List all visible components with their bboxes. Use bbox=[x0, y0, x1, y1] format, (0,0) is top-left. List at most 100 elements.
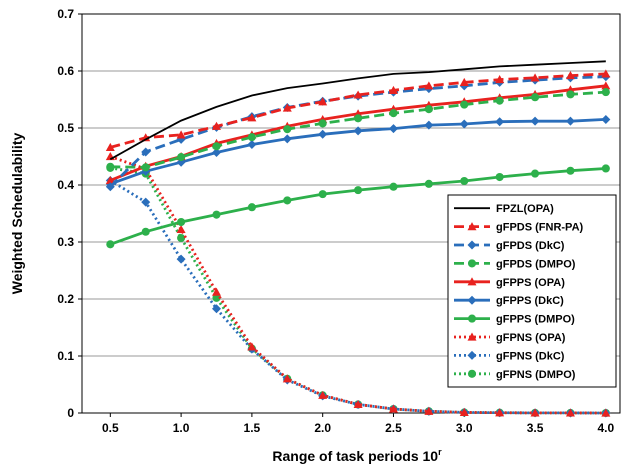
y-tick-label: 0.7 bbox=[57, 7, 74, 21]
data-point bbox=[283, 125, 292, 134]
legend-marker bbox=[467, 332, 477, 341]
data-point bbox=[459, 119, 469, 129]
legend-item: gFPNS (DMPO) bbox=[454, 369, 576, 381]
data-point bbox=[282, 134, 292, 144]
series-line bbox=[110, 90, 606, 169]
data-point bbox=[460, 176, 469, 186]
legend-marker bbox=[467, 350, 477, 360]
legend-marker bbox=[467, 259, 477, 268]
legend-label: gFPPS (DMPO) bbox=[496, 314, 575, 326]
legend-label: gFPDS (DMPO) bbox=[496, 258, 576, 270]
series-line bbox=[109, 60, 606, 161]
x-axis-ticks: 0.5 1.0 1.5 2.0 2.5 3.0 3.5 4.0 bbox=[102, 413, 615, 435]
data-point bbox=[282, 374, 292, 383]
legend-label: gFPDS (DkC) bbox=[496, 240, 565, 252]
data-point bbox=[601, 164, 610, 173]
data-point bbox=[283, 196, 292, 205]
data-point bbox=[212, 287, 221, 296]
data-point bbox=[459, 77, 469, 86]
series-line bbox=[109, 72, 606, 149]
data-point bbox=[176, 224, 186, 234]
data-point bbox=[495, 172, 504, 182]
x-tick-label: 3.5 bbox=[527, 421, 544, 435]
data-point bbox=[141, 133, 151, 142]
x-axis-title-text: Range of task periods 10 bbox=[272, 448, 438, 464]
data-point bbox=[212, 210, 221, 219]
x-tick-label: 2.5 bbox=[385, 421, 402, 435]
legend-label: gFPNS (DkC) bbox=[496, 350, 565, 362]
y-axis-ticks: 0 0.1 0.2 0.3 0.4 0.5 0.6 0.7 bbox=[57, 7, 82, 420]
y-tick-label: 0.2 bbox=[57, 292, 74, 306]
data-point bbox=[388, 124, 398, 134]
data-point bbox=[318, 97, 328, 106]
y-tick-label: 0 bbox=[67, 406, 74, 420]
series-line bbox=[109, 75, 606, 188]
x-tick-label: 1.5 bbox=[244, 421, 261, 435]
data-point bbox=[530, 73, 540, 82]
series-gfpps-dkc bbox=[105, 114, 611, 189]
y-tick-label: 0.6 bbox=[57, 64, 74, 78]
data-point bbox=[141, 147, 151, 157]
data-point bbox=[424, 120, 434, 130]
data-point bbox=[424, 406, 434, 415]
data-point bbox=[176, 130, 186, 139]
series-group bbox=[105, 60, 611, 418]
data-point bbox=[212, 304, 221, 314]
legend-item: gFPNS (OPA) bbox=[454, 332, 566, 344]
legend-item: FPZL(OPA) bbox=[454, 203, 554, 215]
data-point bbox=[531, 169, 540, 178]
data-point bbox=[601, 88, 610, 97]
x-tick-label: 0.5 bbox=[102, 421, 119, 435]
data-point bbox=[566, 166, 575, 175]
legend-item: gFPDS (DMPO) bbox=[454, 258, 576, 270]
data-point bbox=[353, 90, 363, 99]
data-point bbox=[495, 96, 504, 105]
data-point bbox=[318, 190, 327, 199]
legend-label: gFPPS (OPA) bbox=[496, 277, 565, 289]
data-point bbox=[318, 390, 328, 399]
data-point bbox=[247, 342, 257, 351]
data-point bbox=[212, 142, 221, 151]
legend-label: gFPNS (DMPO) bbox=[496, 369, 576, 381]
legend-marker bbox=[467, 295, 477, 305]
y-tick-label: 0.3 bbox=[57, 235, 74, 249]
x-tick-label: 2.0 bbox=[314, 421, 331, 435]
data-point bbox=[177, 218, 186, 227]
x-axis-title-superscript: r bbox=[438, 447, 442, 457]
y-tick-label: 0.5 bbox=[57, 121, 74, 135]
data-point bbox=[389, 182, 398, 191]
data-point bbox=[247, 133, 256, 142]
data-point bbox=[565, 71, 575, 80]
series-fpzl-opa bbox=[109, 60, 606, 161]
series-gfpds-fnr-pa bbox=[105, 69, 611, 151]
legend-label: FPZL(OPA) bbox=[496, 203, 554, 215]
data-point bbox=[601, 114, 611, 124]
data-point bbox=[141, 227, 150, 236]
data-point bbox=[353, 126, 363, 136]
data-point bbox=[495, 117, 505, 127]
data-point bbox=[565, 116, 575, 126]
data-point bbox=[424, 179, 433, 188]
data-point bbox=[354, 186, 363, 195]
data-point bbox=[318, 119, 327, 128]
y-axis-title: Weighted Schedulability bbox=[9, 133, 25, 295]
legend: FPZL(OPA) gFPDS (FNR-PA) gFPDS (DkC) gFPDS … bbox=[447, 194, 617, 388]
data-point bbox=[105, 182, 115, 192]
data-point bbox=[212, 121, 221, 130]
legend-marker bbox=[467, 222, 477, 231]
legend-marker bbox=[467, 314, 477, 323]
data-point bbox=[424, 105, 433, 114]
data-point bbox=[565, 408, 575, 417]
plot-area bbox=[81, 13, 621, 414]
data-point bbox=[495, 75, 505, 84]
data-point bbox=[388, 404, 398, 413]
data-point bbox=[106, 240, 115, 249]
legend-item: gFPDS (DkC) bbox=[454, 240, 565, 252]
legend-item: gFPPS (OPA) bbox=[454, 277, 565, 289]
y-tick-label: 0.1 bbox=[57, 349, 74, 363]
data-point bbox=[601, 81, 611, 90]
data-point bbox=[212, 148, 221, 158]
data-point bbox=[495, 408, 505, 417]
legend-marker bbox=[467, 369, 477, 378]
data-point bbox=[247, 203, 256, 212]
